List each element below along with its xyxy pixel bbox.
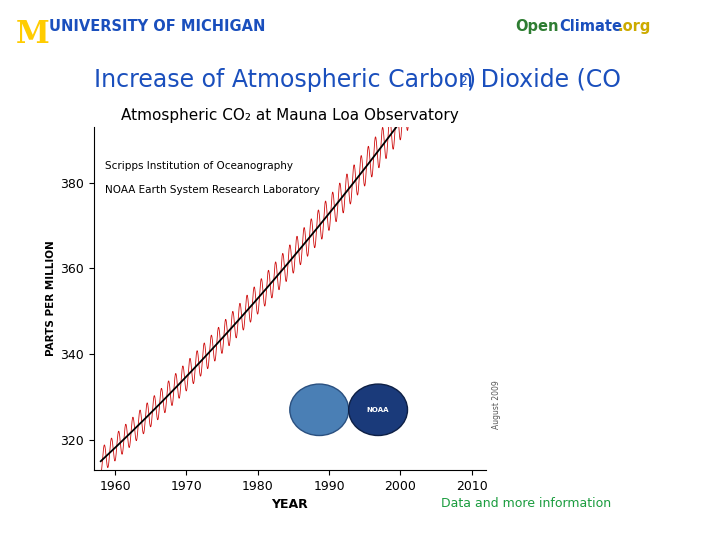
Title: Atmospheric CO₂ at Mauna Loa Observatory: Atmospheric CO₂ at Mauna Loa Observatory	[121, 108, 459, 123]
Circle shape	[289, 384, 348, 435]
Circle shape	[348, 384, 408, 435]
Text: Open: Open	[515, 19, 558, 34]
Text: M: M	[16, 19, 50, 50]
Text: Data and more information: Data and more information	[441, 497, 611, 510]
Text: Scripps Institution of Oceanography: Scripps Institution of Oceanography	[105, 161, 293, 171]
Text: NOAA Earth System Research Laboratory: NOAA Earth System Research Laboratory	[105, 185, 320, 195]
Text: ): )	[467, 68, 476, 91]
Text: August 2009: August 2009	[492, 380, 501, 429]
Text: NOAA: NOAA	[367, 407, 390, 413]
Text: Primary
increase comes
from burning
fossil fuels –
coal, oil,
natural gas: Primary increase comes from burning foss…	[515, 155, 642, 281]
Text: 2: 2	[459, 75, 467, 87]
Text: Climate: Climate	[559, 19, 623, 34]
Text: UNIVERSITY OF MICHIGAN: UNIVERSITY OF MICHIGAN	[49, 19, 266, 34]
Y-axis label: PARTS PER MILLION: PARTS PER MILLION	[46, 240, 56, 356]
X-axis label: YEAR: YEAR	[271, 498, 308, 511]
Text: .org: .org	[618, 19, 651, 34]
Text: Increase of Atmospheric Carbon Dioxide (CO: Increase of Atmospheric Carbon Dioxide (…	[94, 68, 621, 91]
